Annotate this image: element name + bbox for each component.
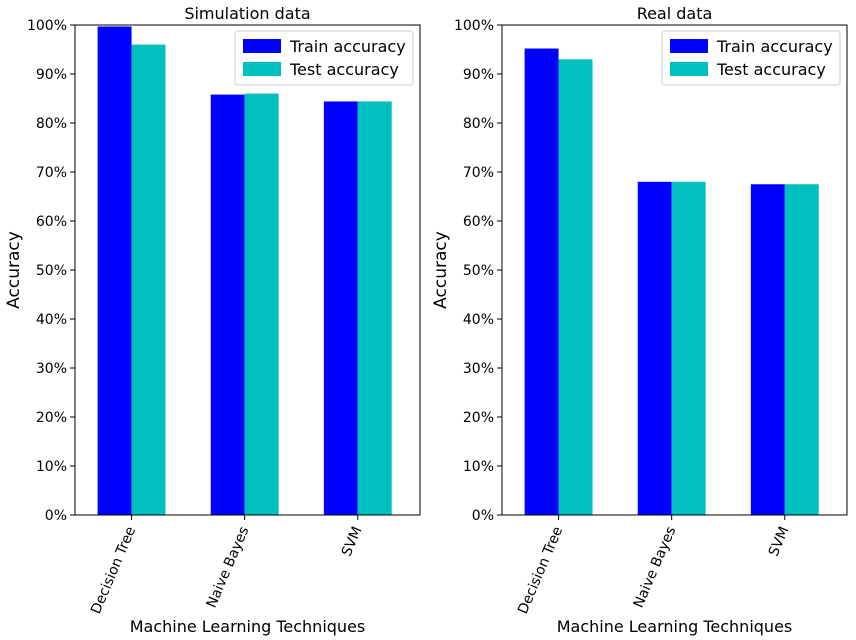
y-tick-label: 40% [463, 312, 494, 328]
legend-swatch [243, 39, 281, 53]
legend-swatch [670, 39, 708, 53]
y-tick-label: 80% [463, 116, 494, 132]
chart-panel-2: 0% 10% 20% 30% 40% 50% 60% 70% 80% 90% 100% Decisio… [431, 4, 848, 636]
bar-train-accuracy-0 [524, 48, 559, 516]
x-tick-label: Naive Bayes [631, 524, 680, 610]
legend: Train accuracy Test accuracy [661, 30, 841, 86]
y-tick-label: 80% [36, 116, 67, 132]
legend-swatch [243, 62, 281, 76]
chart-title: Real data [637, 4, 713, 23]
chart-panel-1: 0% 10% 20% 30% 40% 50% 60% 70% 80% 90% 100% Decisio… [4, 4, 421, 636]
y-tick-label: 70% [36, 165, 67, 181]
bar-train-accuracy-1 [210, 94, 245, 515]
bar-train-accuracy-1 [637, 181, 672, 516]
x-tick-label: Decision Tree [515, 524, 566, 616]
bar-test-accuracy-2 [357, 101, 392, 515]
y-tick-label: 50% [463, 263, 494, 279]
y-tick-label: 0% [45, 508, 67, 524]
bar-test-accuracy-1 [671, 181, 706, 516]
y-tick-label: 90% [463, 67, 494, 83]
y-tick-label: 30% [463, 361, 494, 377]
legend-label: Train accuracy [716, 37, 833, 56]
y-tick-label: 20% [36, 410, 67, 426]
x-axis-label: Machine Learning Techniques [557, 617, 793, 636]
x-tick-label: Naive Bayes [204, 524, 253, 610]
y-tick-label: 40% [36, 312, 67, 328]
bar-train-accuracy-0 [97, 26, 132, 515]
y-tick-label: 70% [463, 165, 494, 181]
chart-title: Simulation data [184, 4, 310, 23]
y-axis-label: Accuracy [431, 231, 451, 309]
bar-test-accuracy-2 [784, 184, 819, 515]
legend: Train accuracy Test accuracy [234, 30, 414, 86]
y-tick-label: 100% [27, 18, 67, 34]
bar-test-accuracy-0 [131, 44, 166, 515]
y-tick-label: 10% [36, 459, 67, 475]
bar-test-accuracy-0 [558, 59, 593, 516]
bar-train-accuracy-2 [750, 184, 785, 515]
y-tick-label: 90% [36, 67, 67, 83]
y-tick-label: 30% [36, 361, 67, 377]
y-tick-label: 60% [36, 214, 67, 230]
legend-label: Train accuracy [289, 37, 406, 56]
bar-train-accuracy-2 [323, 101, 358, 515]
y-axis-label: Accuracy [4, 231, 24, 309]
bar-test-accuracy-1 [244, 93, 279, 515]
legend-label: Test accuracy [716, 60, 826, 79]
y-tick-label: 0% [472, 508, 494, 524]
legend-swatch [670, 62, 708, 76]
x-tick-label: SVM [766, 524, 793, 558]
x-tick-label: Decision Tree [88, 524, 139, 616]
y-tick-label: 20% [463, 410, 494, 426]
y-tick-label: 100% [454, 18, 494, 34]
y-tick-label: 10% [463, 459, 494, 475]
y-tick-label: 50% [36, 263, 67, 279]
y-tick-label: 60% [463, 214, 494, 230]
x-tick-label: SVM [339, 524, 366, 558]
x-axis-label: Machine Learning Techniques [130, 617, 366, 636]
legend-label: Test accuracy [289, 60, 399, 79]
